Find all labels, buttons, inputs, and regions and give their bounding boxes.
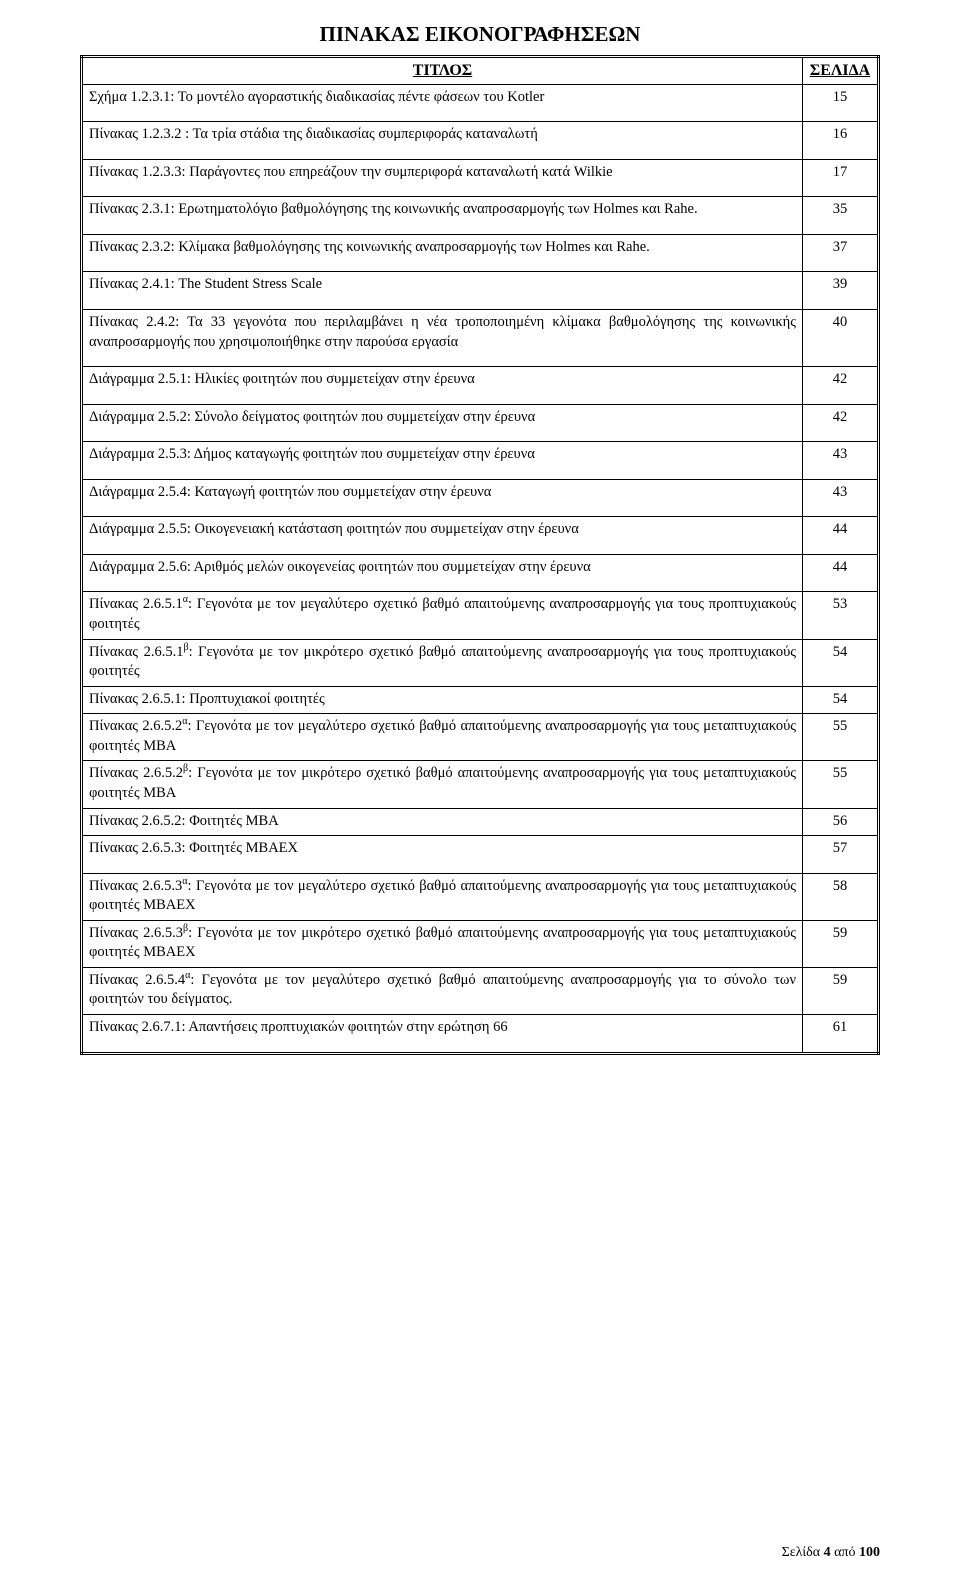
row-page: 35 — [803, 197, 879, 235]
row-page: 55 — [803, 714, 879, 761]
row-desc: Σχήμα 1.2.3.1: Το μοντέλο αγοραστικής δι… — [82, 84, 803, 122]
row-page: 58 — [803, 873, 879, 920]
row-page: 59 — [803, 920, 879, 967]
page-title: ΠΙΝΑΚΑΣ ΕΙΚΟΝΟΓΡΑΦΗΣΕΩΝ — [80, 22, 880, 47]
footer-mid: από — [831, 1545, 859, 1560]
row-page: 56 — [803, 808, 879, 836]
row-page: 61 — [803, 1015, 879, 1054]
row-desc: Διάγραμμα 2.5.1: Ηλικίες φοιτητών που συ… — [82, 367, 803, 405]
row-desc: Πίνακας 2.6.5.3α: Γεγονότα με τον μεγαλύ… — [82, 873, 803, 920]
illustrations-table: ΤΙΤΛΟΣ ΣΕΛΙΔΑ Σχήμα 1.2.3.1: Το μοντέλο … — [80, 55, 880, 1055]
footer: Σελίδα 4 από 100 — [782, 1545, 880, 1561]
table-row: Διάγραμμα 2.5.5: Οικογενειακή κατάσταση … — [82, 517, 879, 555]
row-desc: Πίνακας 2.6.5.3β: Γεγονότα με τον μικρότ… — [82, 920, 803, 967]
row-desc: Διάγραμμα 2.5.3: Δήμος καταγωγής φοιτητώ… — [82, 442, 803, 480]
row-page: 40 — [803, 309, 879, 366]
table-row: Διάγραμμα 2.5.4: Καταγωγή φοιτητών που σ… — [82, 479, 879, 517]
row-desc: Πίνακας 2.4.1: The Student Stress Scale — [82, 272, 803, 310]
table-row: Πίνακας 2.6.5.2: Φοιτητές MBA56 — [82, 808, 879, 836]
table-row: Πίνακας 2.6.5.4α: Γεγονότα με τον μεγαλύ… — [82, 967, 879, 1014]
row-page: 53 — [803, 592, 879, 639]
table-row: Διάγραμμα 2.5.2: Σύνολο δείγματος φοιτητ… — [82, 404, 879, 442]
row-desc: Πίνακας 2.6.5.1: Προπτυχιακοί φοιτητές — [82, 686, 803, 714]
table-row: Πίνακας 2.6.5.1: Προπτυχιακοί φοιτητές54 — [82, 686, 879, 714]
table-row: Πίνακας 2.3.2: Κλίμακα βαθμολόγησης της … — [82, 234, 879, 272]
col-header-page: ΣΕΛΙΔΑ — [803, 57, 879, 85]
table-row: Πίνακας 2.6.5.3β: Γεγονότα με τον μικρότ… — [82, 920, 879, 967]
row-desc: Πίνακας 2.6.5.3: Φοιτητές MBAEX — [82, 836, 803, 874]
table-row: Διάγραμμα 2.5.1: Ηλικίες φοιτητών που συ… — [82, 367, 879, 405]
footer-prefix: Σελίδα — [782, 1545, 824, 1560]
table-row: Πίνακας 2.4.2: Τα 33 γεγονότα που περιλα… — [82, 309, 879, 366]
table-row: Σχήμα 1.2.3.1: Το μοντέλο αγοραστικής δι… — [82, 84, 879, 122]
row-page: 55 — [803, 761, 879, 808]
row-desc: Πίνακας 2.4.2: Τα 33 γεγονότα που περιλα… — [82, 309, 803, 366]
table-row: Πίνακας 1.2.3.3: Παράγοντες που επηρεάζο… — [82, 159, 879, 197]
row-page: 54 — [803, 639, 879, 686]
footer-total: 100 — [859, 1545, 880, 1560]
row-page: 42 — [803, 367, 879, 405]
footer-current: 4 — [824, 1545, 831, 1560]
row-desc: Πίνακας 1.2.3.2 : Τα τρία στάδια της δια… — [82, 122, 803, 160]
row-desc: Πίνακας 2.6.5.2α: Γεγονότα με τον μεγαλύ… — [82, 714, 803, 761]
table-row: Πίνακας 1.2.3.2 : Τα τρία στάδια της δια… — [82, 122, 879, 160]
page: ΠΙΝΑΚΑΣ ΕΙΚΟΝΟΓΡΑΦΗΣΕΩΝ ΤΙΤΛΟΣ ΣΕΛΙΔΑ Σχ… — [0, 0, 960, 1575]
row-page: 16 — [803, 122, 879, 160]
table-row: Πίνακας 2.6.5.2β: Γεγονότα με τον μικρότ… — [82, 761, 879, 808]
row-desc: Διάγραμμα 2.5.2: Σύνολο δείγματος φοιτητ… — [82, 404, 803, 442]
table-row: Πίνακας 2.3.1: Ερωτηματολόγιο βαθμολόγησ… — [82, 197, 879, 235]
row-page: 44 — [803, 554, 879, 592]
row-page: 57 — [803, 836, 879, 874]
row-desc: Πίνακας 2.6.5.1α: Γεγονότα με τον μεγαλύ… — [82, 592, 803, 639]
table-row: Πίνακας 2.4.1: The Student Stress Scale3… — [82, 272, 879, 310]
row-page: 15 — [803, 84, 879, 122]
row-page: 39 — [803, 272, 879, 310]
row-page: 37 — [803, 234, 879, 272]
row-page: 54 — [803, 686, 879, 714]
row-desc: Πίνακας 2.6.7.1: Απαντήσεις προπτυχιακών… — [82, 1015, 803, 1054]
row-page: 42 — [803, 404, 879, 442]
col-header-title: ΤΙΤΛΟΣ — [82, 57, 803, 85]
table-row: Πίνακας 2.6.5.3: Φοιτητές MBAEX57 — [82, 836, 879, 874]
row-desc: Πίνακας 2.6.5.1β: Γεγονότα με τον μικρότ… — [82, 639, 803, 686]
table-row: Διάγραμμα 2.5.6: Αριθμός μελών οικογενεί… — [82, 554, 879, 592]
table-row: Πίνακας 2.6.7.1: Απαντήσεις προπτυχιακών… — [82, 1015, 879, 1054]
row-page: 43 — [803, 442, 879, 480]
row-desc: Πίνακας 2.6.5.2: Φοιτητές MBA — [82, 808, 803, 836]
table-row: Πίνακας 2.6.5.3α: Γεγονότα με τον μεγαλύ… — [82, 873, 879, 920]
row-desc: Πίνακας 2.3.1: Ερωτηματολόγιο βαθμολόγησ… — [82, 197, 803, 235]
row-desc: Διάγραμμα 2.5.6: Αριθμός μελών οικογενεί… — [82, 554, 803, 592]
row-desc: Πίνακας 2.6.5.2β: Γεγονότα με τον μικρότ… — [82, 761, 803, 808]
row-desc: Διάγραμμα 2.5.4: Καταγωγή φοιτητών που σ… — [82, 479, 803, 517]
row-desc: Διάγραμμα 2.5.5: Οικογενειακή κατάσταση … — [82, 517, 803, 555]
table-header-row: ΤΙΤΛΟΣ ΣΕΛΙΔΑ — [82, 57, 879, 85]
row-desc: Πίνακας 1.2.3.3: Παράγοντες που επηρεάζο… — [82, 159, 803, 197]
row-page: 17 — [803, 159, 879, 197]
table-row: Πίνακας 2.6.5.1β: Γεγονότα με τον μικρότ… — [82, 639, 879, 686]
row-page: 59 — [803, 967, 879, 1014]
row-desc: Πίνακας 2.6.5.4α: Γεγονότα με τον μεγαλύ… — [82, 967, 803, 1014]
table-row: Διάγραμμα 2.5.3: Δήμος καταγωγής φοιτητώ… — [82, 442, 879, 480]
row-desc: Πίνακας 2.3.2: Κλίμακα βαθμολόγησης της … — [82, 234, 803, 272]
row-page: 44 — [803, 517, 879, 555]
row-page: 43 — [803, 479, 879, 517]
table-row: Πίνακας 2.6.5.2α: Γεγονότα με τον μεγαλύ… — [82, 714, 879, 761]
table-row: Πίνακας 2.6.5.1α: Γεγονότα με τον μεγαλύ… — [82, 592, 879, 639]
